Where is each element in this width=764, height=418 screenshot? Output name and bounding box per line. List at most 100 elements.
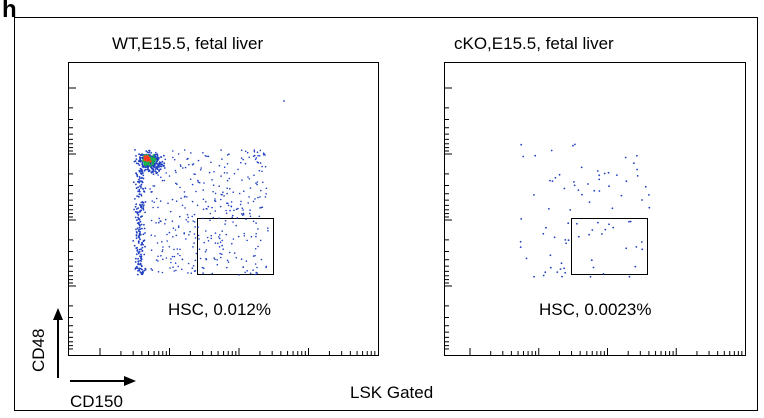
scatter-point-wt: [145, 150, 148, 153]
scatter-point-wt: [137, 257, 140, 260]
scatter-point-wt: [190, 152, 192, 154]
scatter-point-wt: [202, 198, 205, 201]
scatter-point-wt: [210, 161, 212, 164]
scatter-point-wt: [170, 261, 172, 264]
scatter-point-wt: [140, 265, 143, 268]
scatter-point-wt: [214, 210, 217, 212]
scatter-point-wt: [133, 244, 136, 247]
scatter-point-wt: [141, 170, 144, 173]
scatter-point-cko: [629, 220, 632, 223]
scatter-point-wt: [194, 237, 197, 239]
scatter-point-wt: [179, 254, 181, 257]
scatter-point-wt: [135, 228, 137, 231]
scatter-point-wt: [157, 260, 159, 262]
scatter-point-wt: [214, 198, 216, 200]
hsc-gate-cko: [571, 218, 648, 275]
scatter-point-wt: [153, 201, 155, 203]
scatter-point-wt: [136, 219, 138, 222]
scatter-point-wt: [209, 219, 211, 222]
scatter-point-wt: [166, 240, 168, 242]
scatter-point-wt: [161, 241, 163, 243]
scatter-point-wt: [219, 252, 221, 255]
scatter-point-wt: [135, 183, 137, 186]
scatter-point-wt: [226, 192, 228, 195]
scatter-point-wt: [244, 271, 246, 274]
scatter-point-wt: [257, 196, 259, 199]
scatter-point-wt: [152, 166, 155, 168]
scatter-point-wt: [238, 274, 240, 276]
scatter-point-wt: [256, 183, 258, 186]
hsc-gate-wt: [197, 218, 274, 275]
scatter-point-wt: [135, 237, 138, 240]
scatter-point-wt: [140, 183, 143, 186]
scatter-point-wt: [144, 201, 147, 203]
scatter-point-wt: [144, 187, 147, 190]
scatter-point-cko: [591, 229, 594, 231]
scatter-point-cko: [564, 239, 567, 241]
scatter-point-wt: [141, 156, 144, 159]
scatter-point-wt: [180, 268, 183, 271]
scatter-point-cko: [574, 143, 576, 146]
scatter-point-wt: [163, 164, 165, 167]
scatter-point-wt: [140, 248, 143, 251]
scatter-point-wt: [139, 167, 142, 170]
scatter-point-wt: [140, 180, 143, 183]
scatter-point-wt: [142, 206, 145, 208]
scatter-point-wt: [138, 190, 141, 193]
scatter-point-wt: [136, 267, 139, 270]
scatter-point-wt: [154, 155, 157, 158]
scatter-point-wt: [142, 208, 145, 211]
scatter-point-wt: [172, 227, 175, 229]
scatter-point-wt: [202, 189, 204, 191]
scatter-point-wt: [214, 232, 217, 234]
scatter-point-wt: [245, 260, 248, 262]
scatter-point-wt: [228, 153, 230, 155]
scatter-point-wt: [147, 167, 150, 169]
scatter-point-wt: [149, 188, 151, 190]
scatter-point-wt: [146, 168, 149, 171]
scatter-point-wt: [132, 181, 135, 184]
scatter-point-wt: [139, 228, 142, 231]
scatter-point-cko: [587, 183, 589, 185]
scatter-point-wt: [140, 223, 143, 226]
scatter-point-wt: [187, 221, 189, 223]
scatter-point-cko: [551, 180, 554, 183]
scatter-point-wt: [267, 227, 269, 229]
scatter-point-wt: [244, 162, 247, 165]
scatter-point-cko: [522, 155, 525, 158]
scatter-point-wt: [223, 172, 226, 174]
scatter-point-wt: [185, 238, 187, 240]
scatter-point-wt: [254, 263, 257, 265]
scatter-point-wt: [152, 185, 154, 187]
scatter-point-cko: [565, 242, 567, 245]
scatter-point-wt: [135, 155, 137, 157]
scatter-point-wt: [162, 246, 164, 248]
scatter-point-wt: [135, 253, 138, 256]
scatter-point-cko: [603, 172, 606, 175]
scatter-point-wt: [242, 209, 244, 211]
scatter-point-wt: [190, 272, 193, 275]
scatter-point-wt: [218, 237, 221, 240]
scatter-point-wt: [135, 162, 138, 165]
scatter-point-wt: [220, 256, 222, 259]
scatter-point-wt: [197, 226, 199, 228]
x-axis-arrow: [70, 376, 136, 386]
scatter-point-wt: [255, 222, 257, 224]
scatter-point-wt: [187, 157, 189, 160]
scatter-point-wt: [205, 200, 207, 203]
scatter-point-wt: [201, 266, 204, 269]
scatter-point-wt: [191, 215, 193, 218]
scatter-point-wt: [236, 217, 239, 219]
scatter-point-wt: [261, 165, 263, 168]
scatter-point-wt: [183, 191, 186, 193]
scatter-point-wt: [153, 157, 156, 161]
scatter-point-wt: [143, 190, 145, 193]
scatter-point-cko: [519, 240, 522, 243]
scatter-point-wt: [207, 240, 210, 242]
scatter-point-wt: [258, 169, 261, 172]
scatter-point-wt: [137, 195, 140, 198]
scatter-point-wt: [242, 213, 245, 216]
scatter-point-wt: [139, 180, 142, 183]
scatter-point-wt: [193, 173, 195, 175]
scatter-point-wt: [207, 155, 210, 158]
